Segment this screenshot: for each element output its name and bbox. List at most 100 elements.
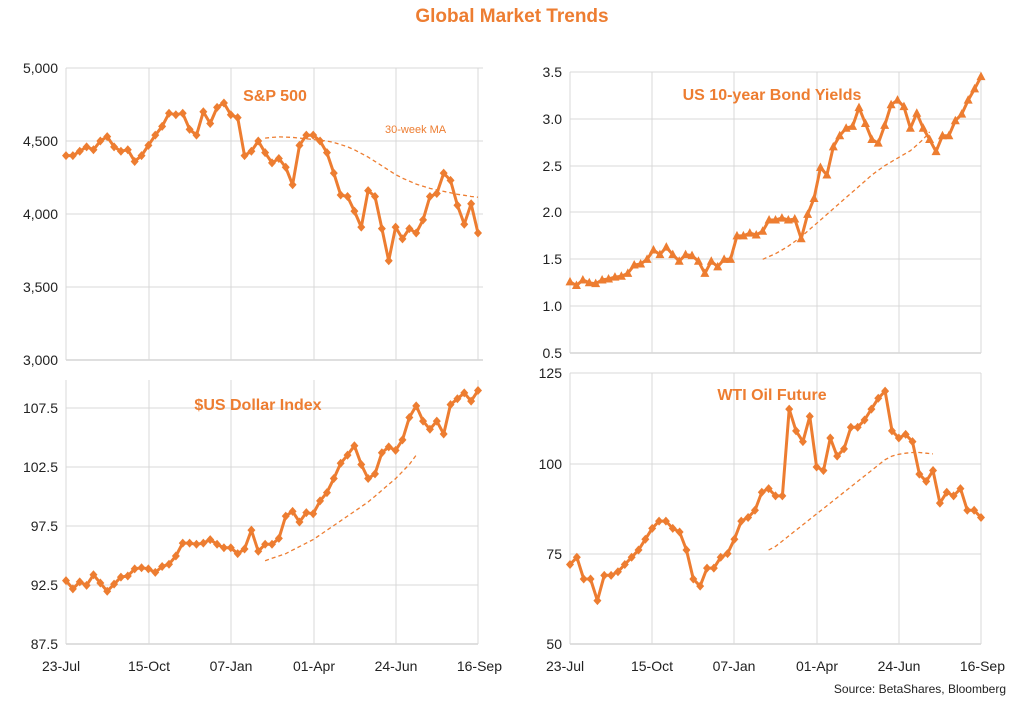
chart-2-point: [288, 506, 297, 516]
chart-3-point: [593, 596, 602, 606]
chart-2-point: [329, 474, 338, 484]
chart-1-y-tick-label: 1.5: [543, 251, 563, 267]
chart-0-point: [116, 146, 125, 156]
chart-2-x-tick-label: 07-Jan: [210, 658, 253, 674]
chart-3-point: [661, 516, 670, 526]
chart-0-point: [75, 146, 84, 156]
chart-3-point: [709, 563, 718, 573]
chart-3-point: [764, 484, 773, 494]
chart-3-point: [579, 574, 588, 584]
chart-2-point: [377, 448, 386, 458]
chart-3-ma-line: [768, 451, 934, 551]
chart-2-point: [165, 559, 173, 569]
chart-1-point: [822, 170, 832, 179]
chart-1-point: [809, 193, 819, 202]
chart-0-point: [240, 151, 249, 161]
chart-3-point: [812, 462, 821, 472]
chart-0-point: [185, 124, 194, 134]
chart-1-point: [815, 162, 825, 172]
chart-2-point: [425, 424, 434, 434]
chart-1-point: [963, 95, 973, 104]
chart-3-title: WTI Oil Future: [717, 387, 826, 404]
chart-3-point: [771, 491, 780, 501]
chart-1-point: [668, 249, 678, 259]
chart-1-point: [623, 268, 633, 277]
chart-2-point: [474, 386, 482, 396]
chart-2-x-tick-label: 16-Sep: [457, 658, 502, 674]
chart-0-point: [322, 148, 331, 158]
chart-1-point: [719, 254, 729, 263]
chart-2-point: [89, 570, 98, 580]
chart-1-y-tick-label: 1.0: [543, 298, 563, 314]
chart-3-point: [634, 545, 643, 555]
chart-2-point: [274, 533, 283, 543]
chart-1-point: [571, 280, 581, 290]
chart-0-point: [288, 180, 297, 190]
chart-0-ma-line: [265, 136, 479, 198]
chart-2-x-tick-label: 01-Apr: [293, 658, 335, 674]
chart-0-y-tick-label: 5,000: [23, 60, 58, 76]
chart-1-point: [706, 256, 716, 265]
chart-1-point: [944, 130, 954, 140]
chart-1-point: [790, 214, 800, 223]
chart-0-title: S&P 500: [243, 88, 307, 105]
chart-0-point: [446, 175, 455, 185]
chart-2-point: [398, 435, 407, 445]
chart-2-y-tick-label: 97.5: [31, 518, 58, 534]
chart-2-point: [151, 567, 160, 577]
chart-3-point: [805, 411, 814, 421]
chart-0-point: [226, 110, 235, 120]
chart-0-point: [254, 136, 263, 146]
chart-1-point: [950, 115, 960, 125]
chart-2-point: [343, 450, 352, 460]
chart-2-point: [137, 563, 146, 573]
chart-0-y-tick-label: 4,500: [23, 133, 58, 149]
chart-2-y-tick-label: 92.5: [31, 577, 58, 593]
chart-1-series-line: [569, 76, 983, 288]
chart-2-y-tick-label: 107.5: [23, 400, 58, 416]
chart-1-point: [764, 214, 774, 224]
chart-2-y-tick-label: 102.5: [23, 459, 58, 475]
chart-0-point: [377, 224, 386, 234]
chart-3-point: [881, 386, 890, 396]
chart-2-point: [171, 551, 180, 561]
chart-0-point: [295, 140, 304, 150]
chart-2-point: [322, 488, 331, 498]
chart-0-point: [419, 215, 428, 225]
chart-3-point: [798, 437, 807, 447]
chart-3-x-tick-label: 01-Apr: [796, 658, 838, 674]
chart-3-point: [572, 552, 581, 562]
chart-2-point: [268, 539, 276, 549]
chart-3-point: [977, 513, 985, 523]
chart-3-point: [655, 516, 664, 526]
chart-1-point: [745, 228, 755, 237]
chart-1-point: [860, 118, 870, 128]
chart-3-point: [908, 437, 917, 447]
chart-3-point: [696, 581, 705, 591]
chart-0-point: [62, 151, 70, 161]
chart-1-point: [681, 249, 691, 259]
chart-2-point: [240, 544, 249, 554]
chart-1-point: [693, 256, 703, 265]
chart-0-point: [144, 140, 153, 150]
chart-0-point: [371, 191, 379, 201]
chart-1-point: [642, 254, 652, 263]
chart-0-point: [268, 158, 276, 168]
chart-3-point: [566, 560, 574, 570]
chart-1-point: [674, 256, 684, 265]
chart-2-point: [432, 416, 441, 426]
chart-3-y-tick-label: 75: [546, 546, 562, 562]
chart-3-point: [744, 513, 753, 523]
chart-3-point: [716, 552, 725, 562]
chart-3-point: [750, 505, 759, 515]
chart-0-point: [302, 130, 311, 140]
chart-0-point: [261, 148, 270, 158]
chart-3-point: [915, 469, 924, 479]
chart-1-y-tick-label: 2.5: [543, 158, 563, 174]
chart-2-x-tick-label: 15-Oct: [128, 658, 170, 674]
chart-1-point: [700, 268, 710, 277]
chart-2-point: [158, 562, 167, 572]
chart-1-point: [803, 209, 813, 218]
chart-2-point: [336, 458, 345, 468]
chart-3-point: [682, 545, 691, 555]
